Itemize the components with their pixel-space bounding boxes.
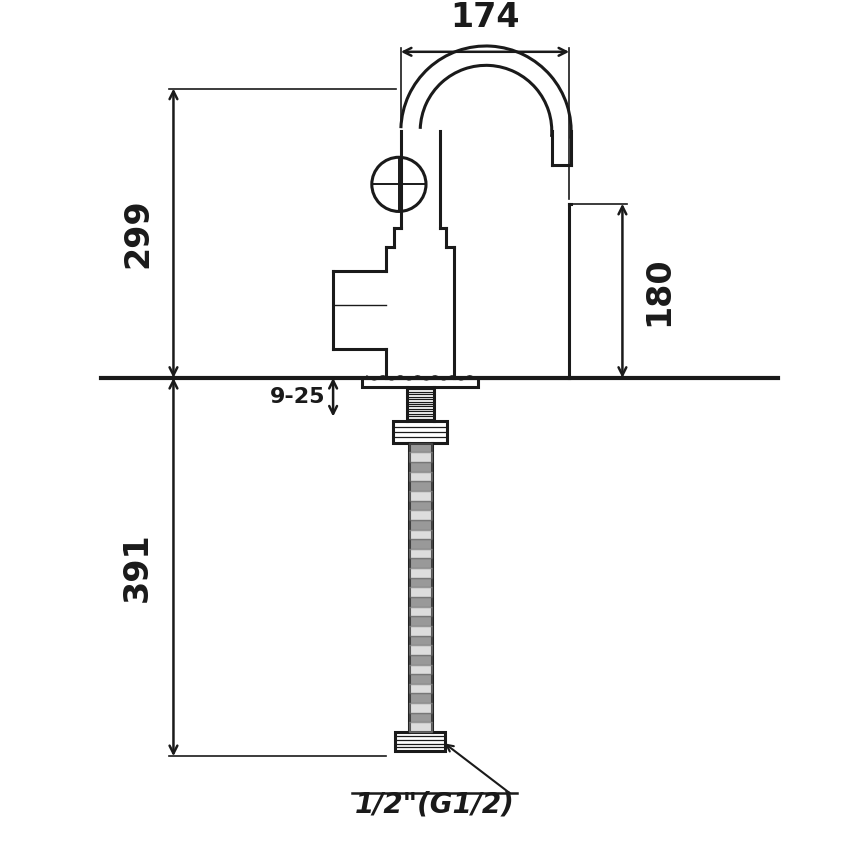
Bar — [395, 732, 446, 751]
Polygon shape — [409, 597, 432, 607]
Polygon shape — [409, 481, 432, 491]
Text: 391: 391 — [121, 532, 154, 602]
Polygon shape — [409, 472, 432, 481]
Polygon shape — [409, 510, 432, 520]
Polygon shape — [409, 529, 432, 539]
Polygon shape — [409, 626, 432, 636]
Polygon shape — [409, 713, 432, 722]
Polygon shape — [409, 665, 432, 674]
Polygon shape — [409, 462, 432, 472]
Polygon shape — [409, 703, 432, 713]
Text: 174: 174 — [450, 2, 520, 34]
Polygon shape — [409, 568, 432, 578]
Polygon shape — [409, 645, 432, 655]
Polygon shape — [409, 578, 432, 587]
Polygon shape — [409, 452, 432, 462]
Polygon shape — [409, 655, 432, 665]
Polygon shape — [409, 587, 432, 597]
Polygon shape — [409, 501, 432, 510]
Polygon shape — [409, 443, 432, 452]
Polygon shape — [409, 520, 432, 529]
Polygon shape — [409, 539, 432, 549]
Polygon shape — [409, 684, 432, 694]
Polygon shape — [409, 616, 432, 626]
Polygon shape — [409, 491, 432, 501]
Polygon shape — [409, 722, 432, 732]
Polygon shape — [409, 607, 432, 616]
Polygon shape — [409, 694, 432, 703]
Bar — [393, 422, 447, 443]
Text: 1/2"(G1/2): 1/2"(G1/2) — [354, 790, 515, 818]
Polygon shape — [409, 549, 432, 558]
Polygon shape — [409, 674, 432, 684]
Polygon shape — [409, 636, 432, 645]
Bar — [362, 378, 478, 387]
Text: 299: 299 — [121, 199, 154, 268]
Polygon shape — [409, 558, 432, 568]
Text: 9-25: 9-25 — [270, 387, 325, 407]
Text: 180: 180 — [642, 256, 675, 325]
